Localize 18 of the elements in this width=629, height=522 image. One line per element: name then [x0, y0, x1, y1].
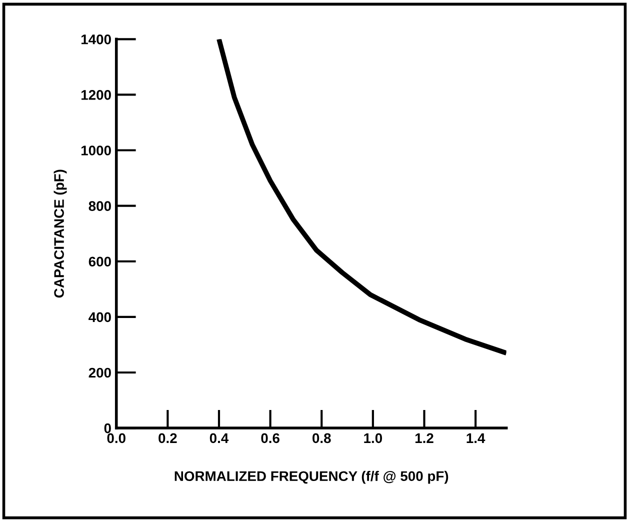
y-tick-label: 200 [88, 368, 111, 378]
y-tick-label: 1000 [81, 146, 111, 156]
x-tick-label: 0.6 [261, 433, 280, 444]
y-tick-label: 1200 [81, 90, 111, 100]
x-tick-label: 1.2 [415, 433, 434, 443]
y-axis-title: CAPACITANCE (pF) [54, 170, 67, 298]
y-tick-label: 600 [88, 256, 111, 267]
x-axis-title: NORMALIZED FREQUENCY (f/f @ 500 pF) [174, 470, 448, 484]
y-tick-label: 400 [88, 312, 111, 322]
y-tick-label: 1400 [81, 34, 111, 44]
x-tick-label: 0.2 [158, 433, 177, 444]
y-tick-label: 800 [88, 201, 111, 211]
x-tick-label: 0.8 [312, 433, 331, 444]
x-tick-label: 0.0 [107, 433, 126, 444]
x-tick-label: 1.0 [364, 433, 382, 444]
y-tick-label: 0 [104, 423, 111, 434]
x-tick-label: 1.4 [466, 433, 486, 443]
x-tick-label: 0.4 [210, 433, 229, 444]
